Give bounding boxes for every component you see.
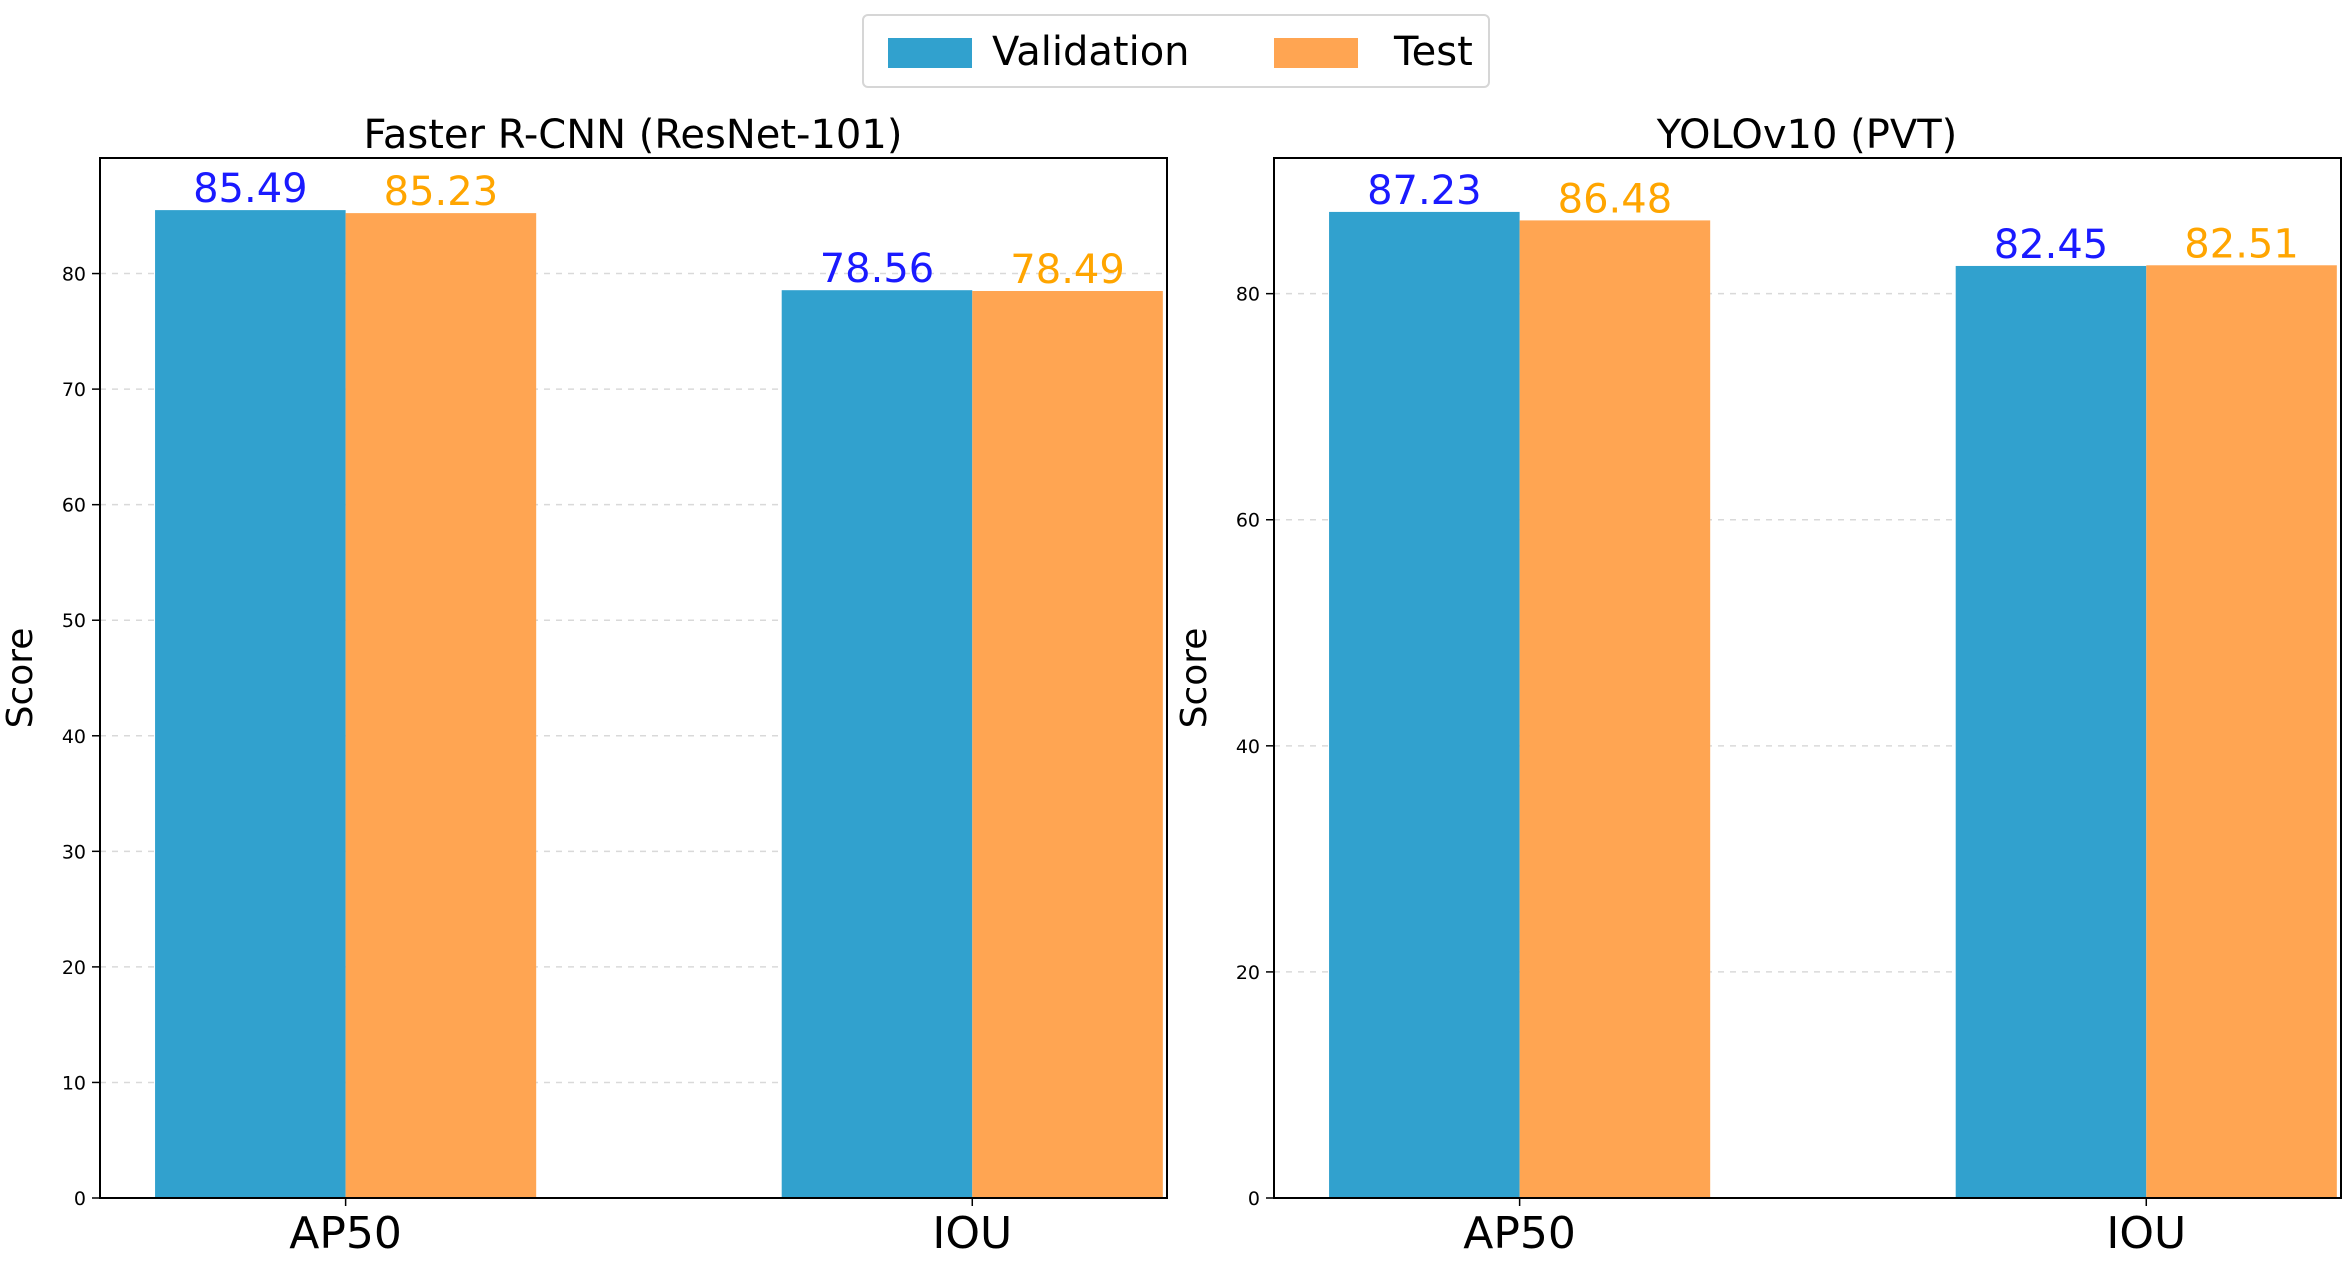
y-tick-label: 50 xyxy=(62,610,86,632)
data-label: 87.23 xyxy=(1367,168,1482,214)
y-tick-label: 80 xyxy=(62,264,86,286)
y-tick-label: 20 xyxy=(62,957,86,979)
bar-validation-iou xyxy=(781,290,973,1198)
legend-label-test: Test xyxy=(1394,29,1473,75)
data-label: 86.48 xyxy=(1558,176,1673,222)
x-tick-label: IOU xyxy=(932,1208,1012,1259)
bar-test-iou xyxy=(2146,265,2337,1198)
y-axis-label: Score xyxy=(0,628,41,729)
legend: Validation Test xyxy=(862,14,1490,88)
chart-title: Faster R-CNN (ResNet-101) xyxy=(364,112,903,158)
chart-title: YOLOv10 (PVT) xyxy=(1656,112,1958,158)
data-label: 85.49 xyxy=(193,166,308,212)
y-tick-label: 60 xyxy=(1236,510,1260,532)
legend-swatch-test xyxy=(1274,38,1358,68)
chart-faster-rcnn: 0 10 20 30 40 50 60 70 80 85.49 78.56 85.23 78.49 AP5… xyxy=(0,112,1168,1259)
bar-validation-iou xyxy=(1955,265,2147,1198)
bar-test-iou xyxy=(972,291,1163,1198)
bar-test-ap50 xyxy=(345,213,537,1198)
data-label: 85.23 xyxy=(384,169,499,215)
legend-swatch-validation xyxy=(888,38,972,68)
x-tick-label: IOU xyxy=(2106,1208,2186,1259)
data-label: 82.51 xyxy=(2184,221,2299,267)
y-tick-label: 80 xyxy=(1236,284,1260,306)
chart-yolov10: 0 20 40 60 80 87.23 82.45 86.48 82.51 AP50 IOU YOLO… xyxy=(1174,112,2342,1259)
data-label: 78.56 xyxy=(820,246,935,292)
x-tick-label: AP50 xyxy=(289,1208,402,1259)
y-tick-label: 30 xyxy=(62,841,86,863)
bar-validation-ap50 xyxy=(1329,211,1520,1198)
y-axis-label: Score xyxy=(1174,628,1215,729)
x-tick-label: AP50 xyxy=(1463,1208,1576,1259)
bar-validation-ap50 xyxy=(155,210,346,1199)
bar-test-ap50 xyxy=(1519,220,1711,1198)
y-tick-label: 40 xyxy=(1236,736,1260,758)
plot-frame xyxy=(1273,157,2342,1199)
data-label: 78.49 xyxy=(1010,247,1125,293)
y-tick-label: 0 xyxy=(1248,1188,1260,1210)
y-tick-label: 10 xyxy=(62,1072,86,1094)
y-tick-label: 70 xyxy=(62,379,86,401)
y-tick-label: 60 xyxy=(62,495,86,517)
legend-label-validation: Validation xyxy=(992,29,1190,75)
plot-frame xyxy=(99,157,1168,1199)
y-tick-label: 0 xyxy=(74,1188,86,1210)
y-tick-label: 20 xyxy=(1236,962,1260,984)
data-label: 82.45 xyxy=(1994,222,2109,268)
y-tick-label: 40 xyxy=(62,726,86,748)
